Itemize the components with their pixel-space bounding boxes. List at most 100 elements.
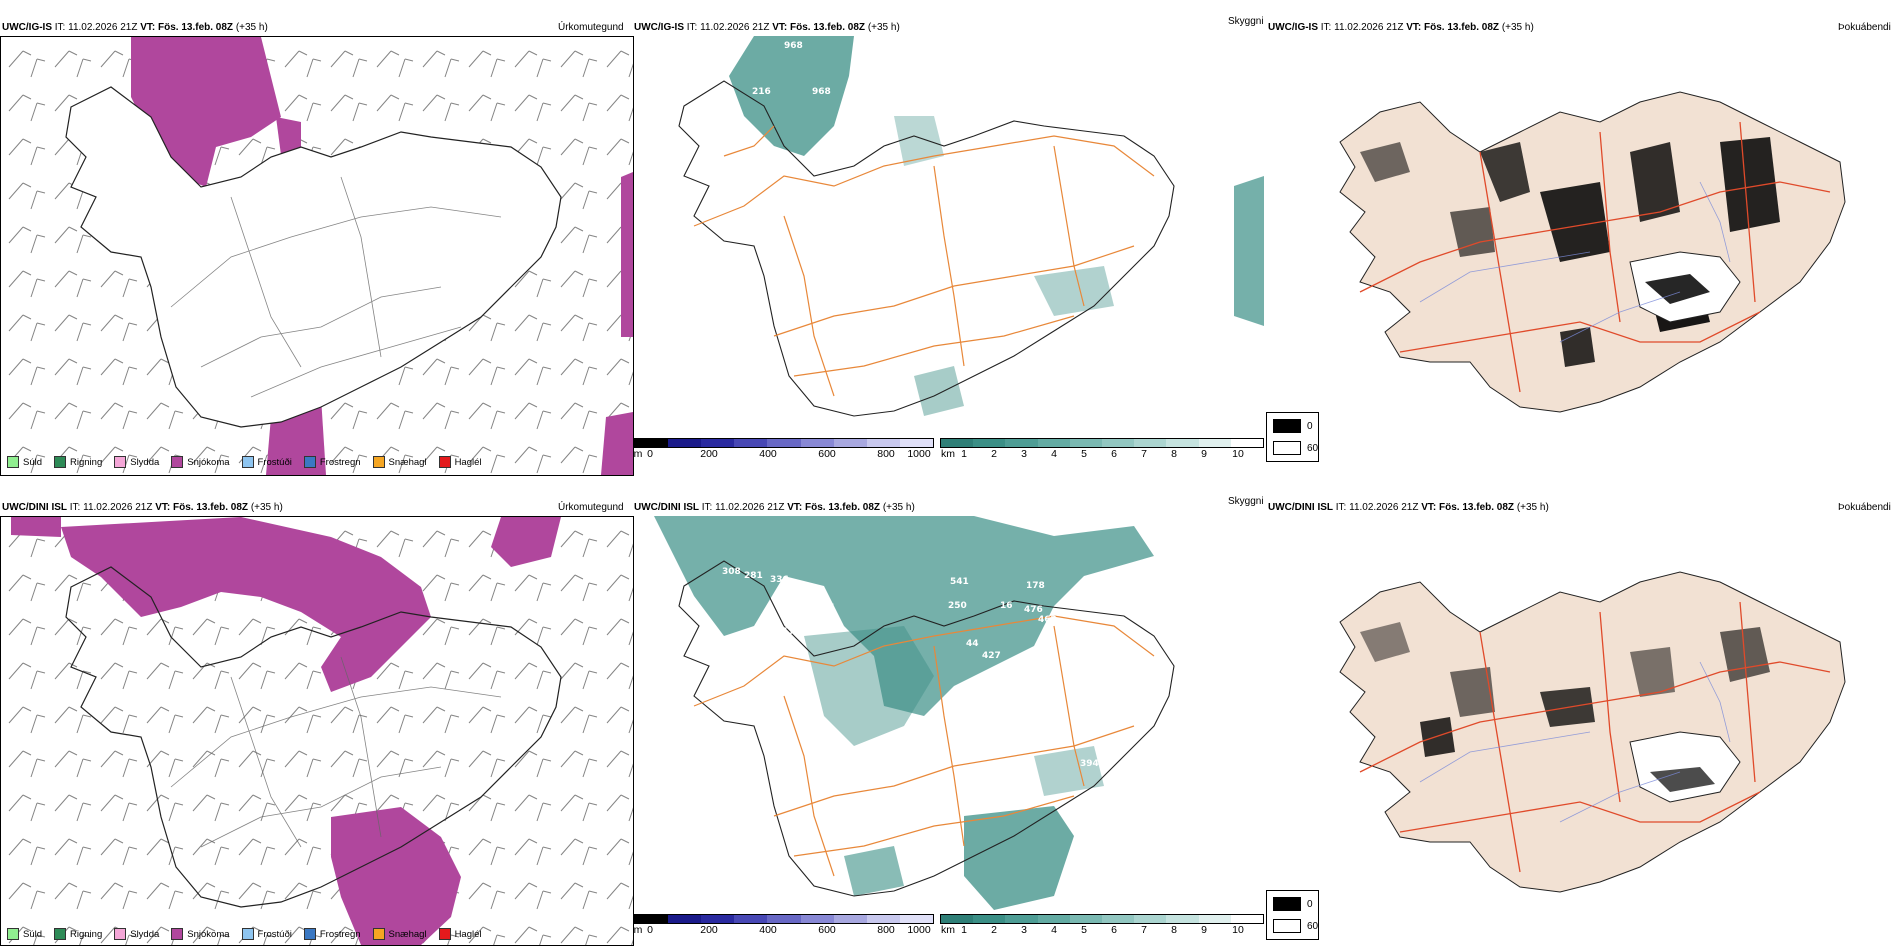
height-colorbar-bar bbox=[634, 438, 934, 448]
fog-patches bbox=[1360, 622, 1770, 757]
ceiling-label: 378 bbox=[1086, 581, 1105, 591]
row1-precip-map[interactable]: Súld Rigning Slydda Snjókoma Frostúði Fr… bbox=[0, 36, 634, 476]
row1-fog-map[interactable] bbox=[1300, 42, 1860, 432]
tick: 4 bbox=[1051, 448, 1057, 460]
tick: 400 bbox=[759, 924, 777, 936]
ceiling-label: 308 bbox=[722, 567, 741, 577]
ceiling-label: 250 bbox=[948, 601, 967, 611]
legend-item: Snjókoma bbox=[171, 928, 230, 940]
fog-legend-white bbox=[1273, 441, 1301, 455]
ceiling-label: 205 bbox=[956, 727, 975, 737]
tick: 800 bbox=[877, 448, 895, 460]
height-colorbar-bar bbox=[634, 914, 934, 924]
tick: 0 bbox=[647, 924, 653, 936]
height-unit: m bbox=[633, 448, 643, 460]
legend-swatch bbox=[7, 456, 19, 468]
snow-area bbox=[276, 117, 301, 155]
tick: 8 bbox=[1171, 924, 1177, 936]
tick: 800 bbox=[877, 924, 895, 936]
tick: 9 bbox=[1201, 448, 1207, 460]
fog-legend-black bbox=[1273, 419, 1301, 433]
tick: 9 bbox=[1201, 924, 1207, 936]
ceiling-label: 968 bbox=[812, 87, 831, 97]
tick: 6 bbox=[1111, 448, 1117, 460]
row1-title-precip: Úrkomutegund bbox=[558, 22, 624, 33]
tick: 7 bbox=[1141, 448, 1147, 460]
tick: 400 bbox=[759, 448, 777, 460]
tick: 200 bbox=[700, 448, 718, 460]
snow-area bbox=[11, 517, 61, 537]
legend-item: Frostregn bbox=[303, 456, 361, 468]
snow-area bbox=[491, 517, 561, 567]
ceiling-label: 541 bbox=[950, 577, 969, 587]
legend-item: Rigning bbox=[54, 928, 102, 940]
glacier bbox=[1629, 731, 1741, 803]
legend-item: Súld bbox=[7, 928, 42, 940]
snow-area bbox=[331, 807, 461, 945]
teal-cloud bbox=[844, 846, 904, 896]
row2-precip-map[interactable]: Súld Rigning Slydda Snjókoma Frostúði Fr… bbox=[0, 516, 634, 946]
tick: 600 bbox=[818, 924, 836, 936]
tick: 2 bbox=[991, 924, 997, 936]
legend-item: Súld bbox=[7, 456, 42, 468]
teal-cloud bbox=[964, 806, 1074, 910]
visibility-colorbar-bar bbox=[940, 914, 1264, 924]
rivers bbox=[1419, 661, 1731, 823]
fog-legend-black bbox=[1273, 897, 1301, 911]
legend-swatch bbox=[7, 928, 19, 940]
row1-cloud-svg: 968 216 968 bbox=[678, 36, 1264, 417]
row2-precip-svg bbox=[1, 517, 633, 945]
fog-roads bbox=[1359, 121, 1831, 393]
teal-cloud bbox=[894, 116, 944, 166]
ceiling-label: 427 bbox=[982, 651, 1001, 661]
legend-swatch bbox=[171, 928, 184, 940]
legend-item: Rigning bbox=[54, 456, 102, 468]
height-ticks: m 0 200 400 600 800 1000 bbox=[634, 448, 934, 460]
row1-title-fog: Þokuábendi bbox=[1838, 22, 1891, 33]
ceiling-label: 214 bbox=[816, 603, 835, 613]
ceiling-label: 317 bbox=[776, 627, 795, 637]
legend-swatch bbox=[171, 456, 184, 468]
iceland-outline bbox=[678, 80, 1175, 417]
precip-legend: Súld Rigning Slydda Snjókoma Frostúði Fr… bbox=[7, 456, 482, 468]
road-network bbox=[693, 125, 1155, 397]
row1-header-cloud: UWC/IG-IS IT: 11.02.2026 21Z VT: Fös. 13… bbox=[634, 22, 900, 33]
ceiling-label: 462 bbox=[1038, 615, 1057, 625]
tick: 10 bbox=[1232, 924, 1244, 936]
legend-item: Snjókoma bbox=[171, 456, 230, 468]
legend-item: Frostúði bbox=[241, 928, 292, 940]
legend-swatch bbox=[114, 456, 127, 468]
teal-cloud bbox=[1034, 266, 1114, 316]
ceiling-label: 178 bbox=[1026, 581, 1045, 591]
fog-legend: 0 60 bbox=[1266, 890, 1320, 940]
visibility-ticks: km 1 2 3 4 5 6 7 8 9 10 bbox=[940, 448, 1264, 460]
tick: 0 bbox=[647, 448, 653, 460]
row2-cloud-map[interactable]: 308 281 336 214 317 541 250 16 476 462 3… bbox=[634, 516, 1264, 910]
ceiling-label: 476 bbox=[1024, 605, 1043, 615]
tick: 1 bbox=[961, 924, 967, 936]
legend-swatch bbox=[303, 456, 316, 468]
precip-legend: Súld Rigning Slydda Snjókoma Frostúði Fr… bbox=[7, 928, 482, 940]
road-network bbox=[693, 615, 1155, 877]
visibility-colorbar: km 1 2 3 4 5 6 7 8 9 10 bbox=[940, 914, 1264, 936]
row1-cloud-map[interactable]: 968 216 968 bbox=[634, 36, 1264, 436]
teal-cloud bbox=[729, 36, 854, 156]
teal-cloud bbox=[804, 626, 934, 746]
teal-cloud bbox=[654, 516, 1154, 716]
tick: 5 bbox=[1081, 924, 1087, 936]
ceiling-label: 394 bbox=[1080, 759, 1099, 769]
row2-cloud-svg: 308 281 336 214 317 541 250 16 476 462 3… bbox=[654, 516, 1175, 910]
ceiling-label: 44 bbox=[966, 639, 979, 649]
row1-precip-svg bbox=[1, 37, 633, 475]
ceiling-label: 396 bbox=[1138, 565, 1157, 575]
row2-header-fog: UWC/DINI ISL IT: 11.02.2026 21Z VT: Fös.… bbox=[1268, 502, 1549, 513]
rivers bbox=[1419, 181, 1731, 343]
legend-item: Slydda bbox=[114, 456, 159, 468]
row1-header-precip: UWC/IG-IS IT: 11.02.2026 21Z VT: Fös. 13… bbox=[2, 22, 268, 33]
legend-item: Slydda bbox=[114, 928, 159, 940]
snow-area bbox=[61, 517, 431, 692]
row2-fog-map[interactable] bbox=[1300, 522, 1860, 912]
legend-swatch bbox=[438, 928, 451, 940]
tick: 10 bbox=[1232, 448, 1244, 460]
tick: 5 bbox=[1081, 448, 1087, 460]
